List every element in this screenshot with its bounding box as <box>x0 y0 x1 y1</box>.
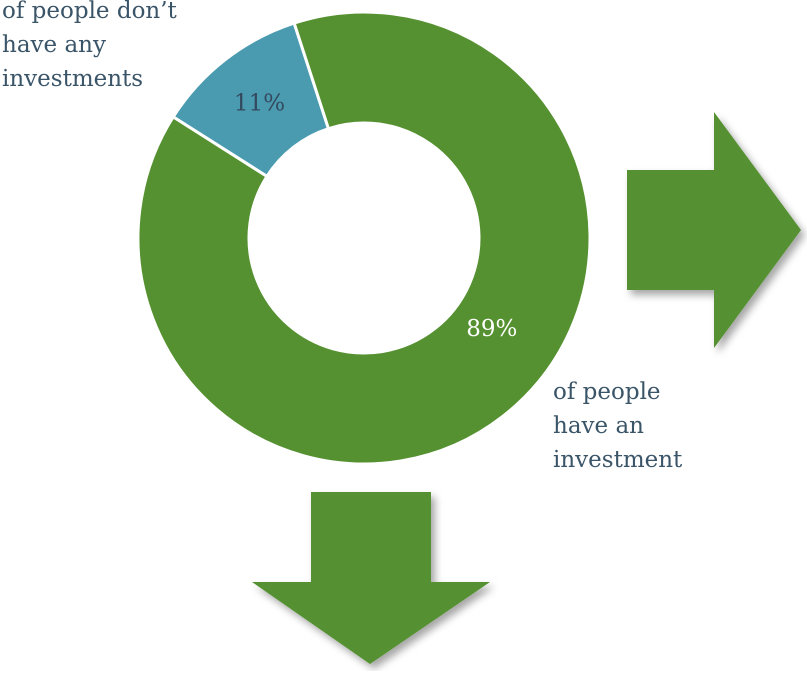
callout-have-investment-text: of people have an investment <box>553 379 683 473</box>
callout-no-investments-text: of people don’t have any investments <box>2 0 177 92</box>
arrow-right-icon <box>627 112 801 348</box>
donut-data-label-2: 89% <box>466 316 517 342</box>
donut-slice-2 <box>136 10 592 466</box>
donut-data-label-1: 11% <box>234 90 285 116</box>
donut-ring: 11% 89% <box>136 10 592 466</box>
arrow-down-icon <box>252 492 490 664</box>
